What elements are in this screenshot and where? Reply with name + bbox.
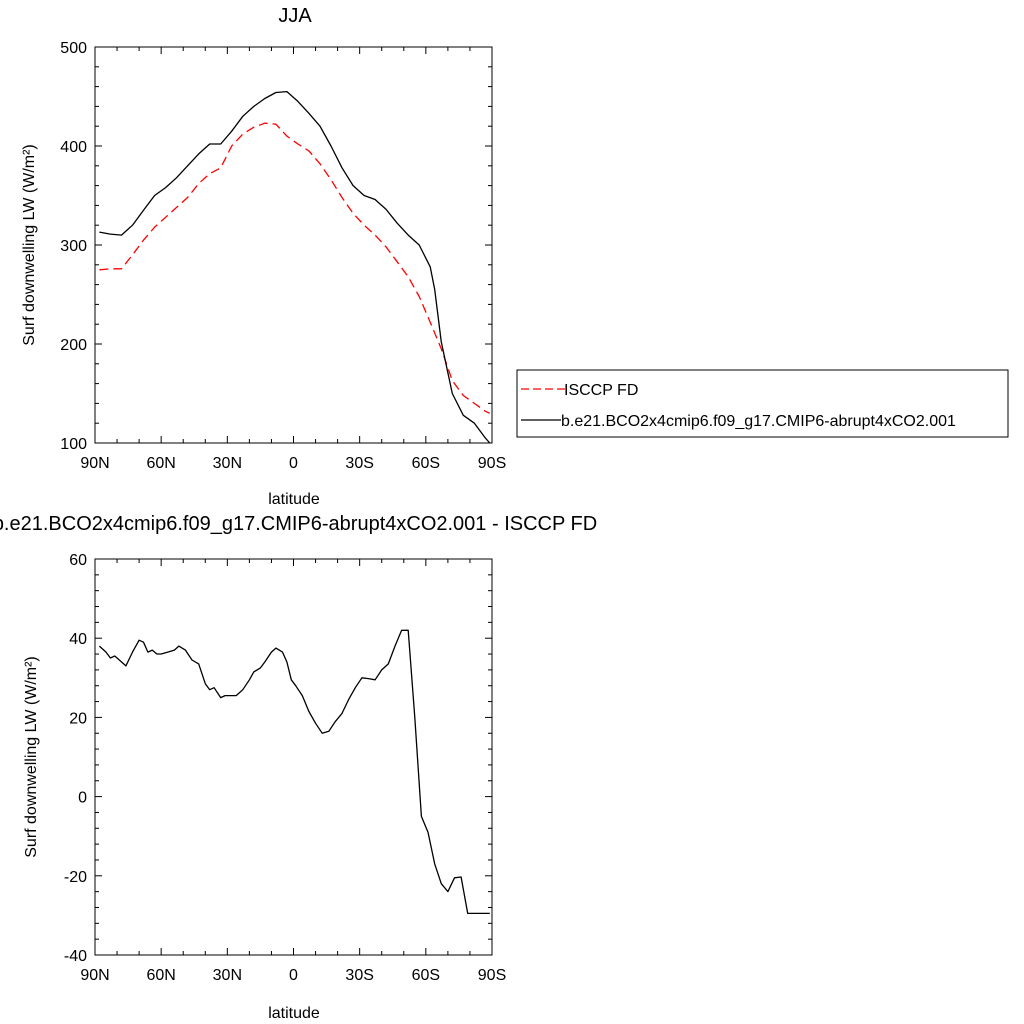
series-line-model xyxy=(99,90,491,444)
x-tick-label: 30N xyxy=(213,455,242,472)
x-tick-label: 90S xyxy=(478,967,506,984)
lower-chart: b.e21.BCO2x4cmip6.f09_g17.CMIP6-abrupt4x… xyxy=(0,513,597,1022)
x-tick-label: 90N xyxy=(80,967,109,984)
x-tick-label: 60S xyxy=(412,455,440,472)
x-tick-label: 30N xyxy=(213,967,242,984)
y-tick-label: 100 xyxy=(60,436,87,453)
y-axis-label: Surf downwelling LW (W/m²) xyxy=(23,656,40,858)
y-axis: 100 200 300 400 500 xyxy=(60,40,492,453)
x-tick-label: 30S xyxy=(345,967,373,984)
x-tick-label: 60N xyxy=(146,967,175,984)
chart-title: JJA xyxy=(278,5,312,27)
y-tick-label: 20 xyxy=(69,710,87,727)
y-tick-label: 0 xyxy=(78,790,87,807)
legend-label-isccp: ISCCP FD xyxy=(564,382,638,399)
y-tick-label: 300 xyxy=(60,238,87,255)
y-tick-label: -20 xyxy=(64,869,87,886)
series-line-model xyxy=(98,629,490,915)
y-tick-label: 400 xyxy=(60,139,87,156)
series-group xyxy=(99,90,491,444)
y-axis: -40 -20 0 20 40 60 xyxy=(64,552,492,965)
plot-frame xyxy=(94,46,493,444)
x-tick-label: 0 xyxy=(289,967,298,984)
chart-title: b.e21.BCO2x4cmip6.f09_g17.CMIP6-abrupt4x… xyxy=(0,513,597,535)
y-tick-label: 60 xyxy=(69,552,87,569)
x-tick-label: 60N xyxy=(146,455,175,472)
series-line-isccp xyxy=(99,122,491,414)
x-axis: 90N 60N 30N 0 30S 60S 90S xyxy=(80,559,506,984)
x-tick-label: 90N xyxy=(80,455,109,472)
y-tick-label: 40 xyxy=(69,631,87,648)
y-tick-label: 500 xyxy=(60,40,87,57)
x-axis: 90N 60N 30N 0 30S 60S 90S xyxy=(80,47,506,472)
y-tick-label: 200 xyxy=(60,337,87,354)
legend: ISCCP FD b.e21.BCO2x4cmip6.f09_g17.CMIP6… xyxy=(516,369,1009,438)
x-axis-label: latitude xyxy=(268,1005,320,1022)
legend-label-model: b.e21.BCO2x4cmip6.f09_g17.CMIP6-abrupt4x… xyxy=(561,413,956,430)
y-axis-label: Surf downwelling LW (W/m²) xyxy=(21,144,38,346)
y-tick-label: -40 xyxy=(64,948,87,965)
x-tick-label: 60S xyxy=(412,967,440,984)
x-tick-label: 30S xyxy=(345,455,373,472)
x-axis-label: latitude xyxy=(268,491,320,508)
x-tick-label: 90S xyxy=(478,455,506,472)
series-group xyxy=(98,629,490,915)
legend-frame xyxy=(516,369,1009,438)
plot-frame xyxy=(94,558,493,956)
x-tick-label: 0 xyxy=(289,455,298,472)
